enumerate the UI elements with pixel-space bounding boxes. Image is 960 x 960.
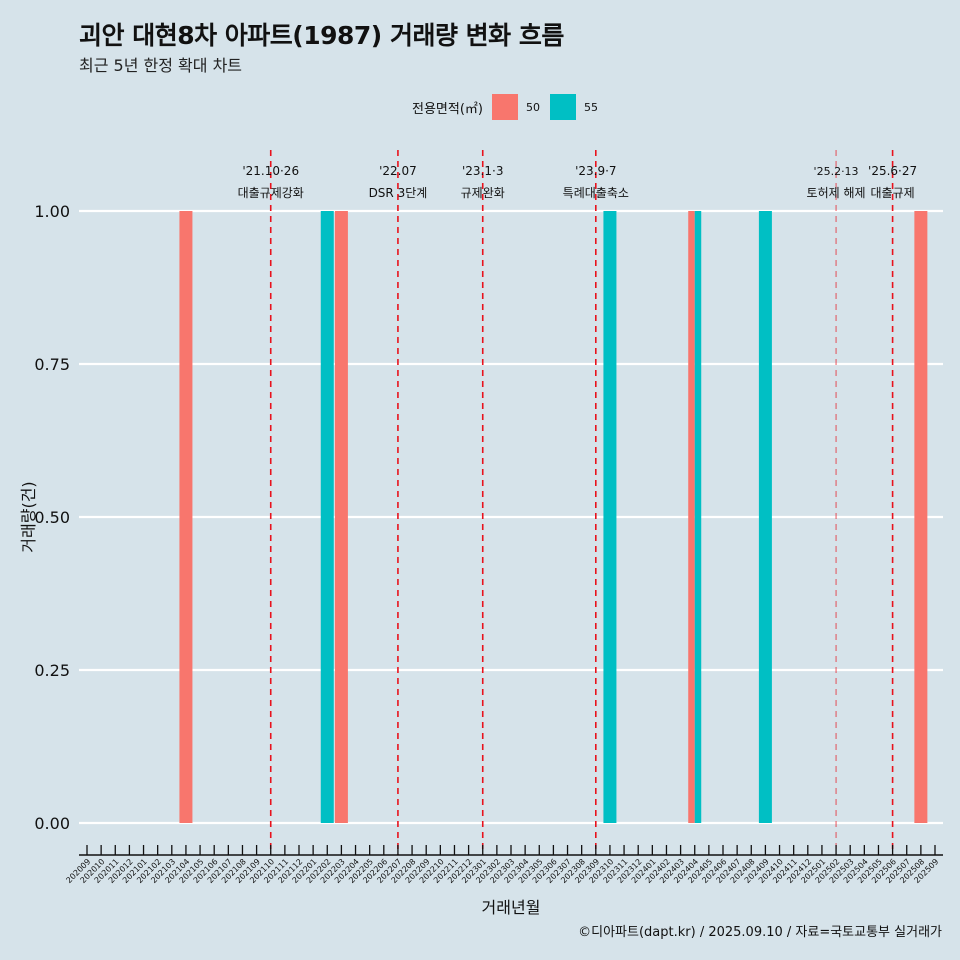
annotation-label: 규제완화 <box>461 186 505 200</box>
annotation-date: '25.2·13 <box>814 165 859 178</box>
y-tick-label: 0.25 <box>34 661 70 680</box>
annotation-label: 특례대출축소 <box>563 186 629 200</box>
annotation-label: 대출규제강화 <box>238 186 304 200</box>
annotation-date: '21.10·26 <box>242 164 299 178</box>
x-axis-title: 거래년월 <box>482 898 541 917</box>
y-tick-label: 1.00 <box>34 202 70 221</box>
caption: ©디아파트(dapt.kr) / 2025.09.10 / 자료=국토교통부 실… <box>578 925 942 940</box>
bar-55-202202 <box>320 211 334 823</box>
bar-55-202409 <box>758 211 772 823</box>
bar-50-202203 <box>334 211 348 823</box>
annotation-date: '23.1·3 <box>462 164 503 178</box>
bar-55-202310 <box>603 211 617 823</box>
legend-label-55: 55 <box>583 100 598 114</box>
bar-50-202404 <box>688 211 695 823</box>
reference-lines <box>269 150 894 855</box>
legend-key-55 <box>549 94 576 120</box>
annotation-date: '22.07 <box>379 164 417 178</box>
y-tick-label: 0.50 <box>34 508 70 527</box>
y-axis: 0.00 0.25 0.50 0.75 1.00 <box>34 202 70 833</box>
legend-label-50: 50 <box>525 100 540 114</box>
bars <box>179 211 928 823</box>
bar-50-202104 <box>179 211 193 823</box>
y-tick-label: 0.00 <box>34 814 70 833</box>
annotation-date: '23.9·7 <box>575 164 616 178</box>
y-axis-title: 거래량(건) <box>19 481 38 552</box>
legend-title: 전용면적(㎡) <box>412 101 483 117</box>
chart-subtitle: 최근 5년 한정 확대 차트 <box>79 56 243 75</box>
annotation-label: 대출규제 <box>871 186 915 200</box>
y-tick-label: 0.75 <box>34 355 70 374</box>
annotation-date: '25.6·27 <box>868 164 917 178</box>
chart-title: 괴안 대현8차 아파트(1987) 거래량 변화 흐름 <box>79 21 564 50</box>
grid-lines <box>79 209 943 825</box>
bar-55-202404 <box>694 211 702 823</box>
legend: 전용면적(㎡) 50 55 <box>412 94 608 120</box>
bar-50-202508 <box>914 211 928 823</box>
annotation-label: 토허제 해제 <box>807 186 866 200</box>
annotation-label: DSR 3단계 <box>369 186 428 200</box>
annotations: '21.10·26 대출규제강화 '22.07 DSR 3단계 '23.1·3 규제완화 '… <box>238 164 918 200</box>
x-axis: 2020092020102020112020122021012021022021… <box>64 845 943 885</box>
legend-key-50 <box>491 94 518 120</box>
